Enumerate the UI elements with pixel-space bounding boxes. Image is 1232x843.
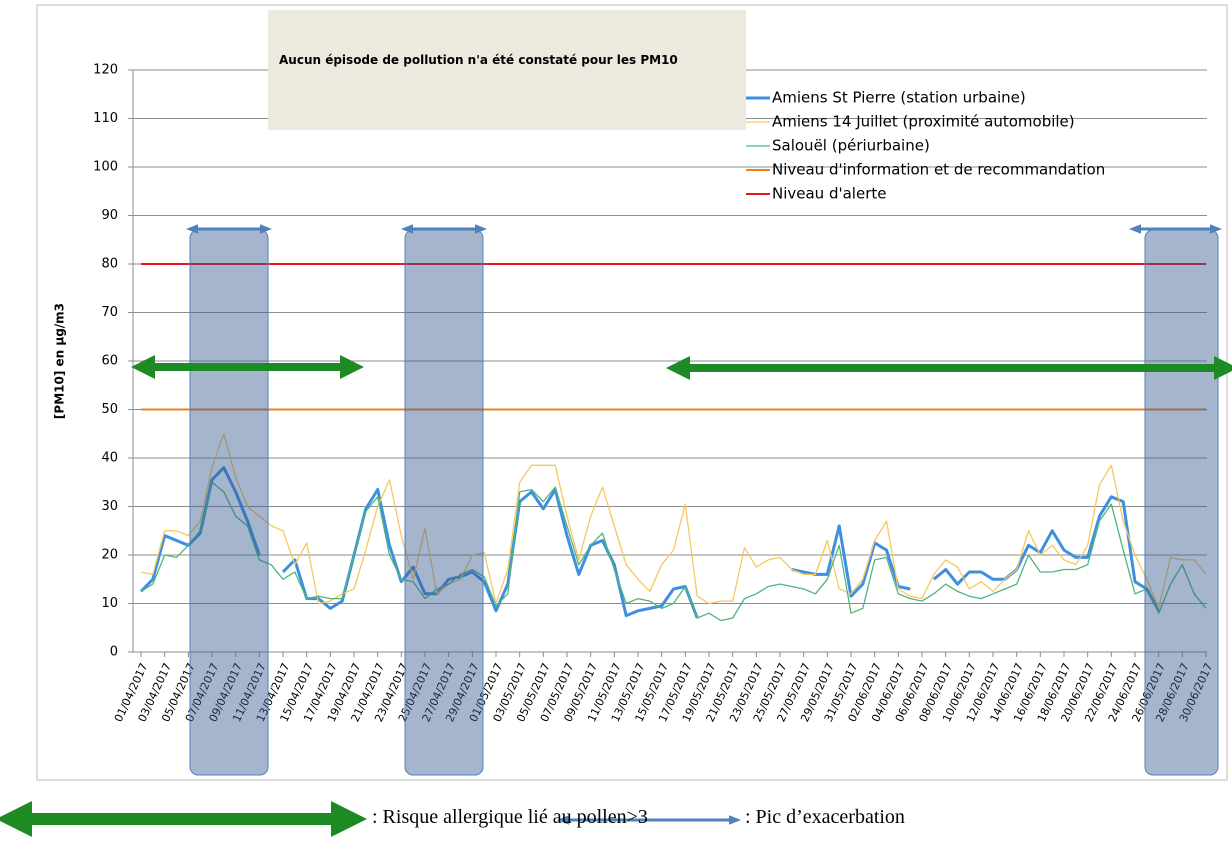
series-line bbox=[139, 466, 1161, 619]
y-tick-label: 10 bbox=[101, 596, 118, 611]
highlights bbox=[0, 224, 1232, 837]
series-line bbox=[140, 433, 1207, 610]
y-tick-label: 120 bbox=[93, 63, 118, 78]
legend-label: Amiens St Pierre (station urbaine) bbox=[772, 89, 1026, 107]
y-tick-label: 110 bbox=[93, 111, 118, 126]
chart-frame bbox=[36, 4, 1228, 781]
y-tick-label: 20 bbox=[101, 548, 118, 563]
y-tick-label: 80 bbox=[101, 257, 118, 272]
peak-band bbox=[404, 229, 484, 776]
y-tick-label: 30 bbox=[101, 499, 118, 514]
annotation: Aucun épisode de pollution n'a été const… bbox=[268, 10, 746, 130]
y-tick-label: 60 bbox=[101, 354, 118, 369]
legend-label: Niveau d'alerte bbox=[772, 185, 886, 203]
legend-label: Niveau d'information et de recommandatio… bbox=[772, 161, 1105, 179]
peak-band bbox=[189, 229, 269, 776]
series-line bbox=[140, 481, 1207, 622]
key-pollen-label: : Risque allergique lié au pollen>3 bbox=[372, 806, 648, 828]
y-tick-label: 70 bbox=[101, 305, 118, 320]
y-axis-label: [PM10] en µg/m3 bbox=[53, 303, 67, 419]
y-tick-label: 90 bbox=[101, 208, 118, 223]
peak-band bbox=[1144, 229, 1219, 776]
y-tick-label: 40 bbox=[101, 451, 118, 466]
y-tick-label: 100 bbox=[93, 160, 118, 175]
legend-label: Salouël (périurbaine) bbox=[772, 137, 930, 155]
y-tick-label: 50 bbox=[101, 402, 118, 417]
y-tick-label: 0 bbox=[110, 645, 118, 660]
key-peak-label: : Pic d’exacerbation bbox=[745, 806, 905, 828]
legend-label: Amiens 14 Juillet (proximité automobile) bbox=[772, 113, 1075, 131]
